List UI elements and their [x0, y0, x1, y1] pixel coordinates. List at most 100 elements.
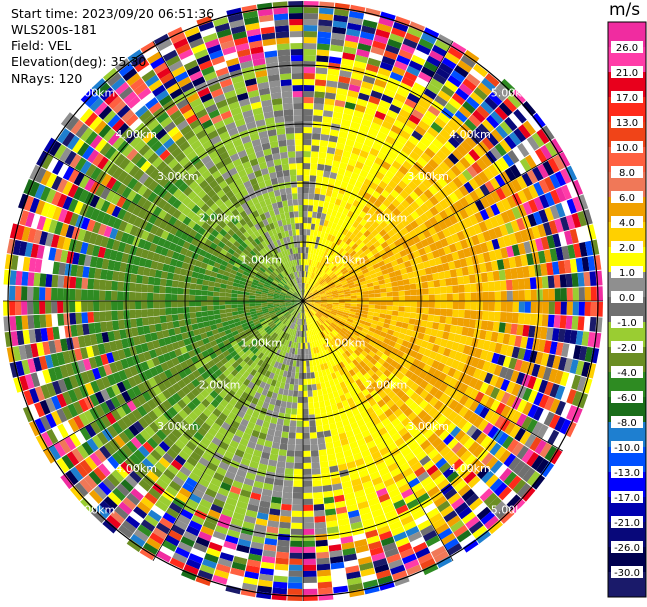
ray-gate [291, 286, 296, 292]
ray-gate [100, 415, 112, 428]
ray-gate [234, 275, 242, 281]
ray-gate [323, 430, 332, 438]
ray-gate [368, 95, 381, 105]
ray-gate [310, 279, 314, 285]
ray-gate [341, 58, 355, 67]
ray-gate [337, 205, 345, 214]
ray-gate [364, 275, 372, 281]
ray-gate [293, 468, 303, 475]
ray-gate [279, 293, 286, 297]
ray-gate [224, 329, 232, 335]
ray-gate [207, 301, 214, 306]
ray-gate [423, 131, 436, 143]
ray-gate [72, 138, 85, 154]
ray-gate [267, 166, 276, 174]
ray-gate [289, 31, 303, 38]
ray-gate [534, 148, 548, 163]
ray-gate [452, 176, 464, 189]
ray-gate [9, 301, 16, 316]
ray-gate [296, 414, 303, 421]
ray-gate [327, 68, 340, 76]
ray-gate [144, 164, 156, 176]
ray-gate [555, 246, 564, 261]
ray-gate [332, 276, 339, 282]
ray-gate [324, 195, 331, 203]
ray-gate [244, 268, 251, 274]
ray-gate [285, 297, 292, 300]
ray-gate [27, 228, 37, 243]
ray-gate [443, 124, 456, 136]
ray-gate [255, 293, 262, 297]
ray-gate [462, 101, 476, 114]
ray-gate [314, 97, 325, 105]
ray-gate [289, 19, 303, 26]
ray-gate [233, 333, 241, 340]
ray-gate [59, 223, 69, 237]
ray-gate [289, 25, 303, 32]
ray-gate [315, 283, 320, 289]
ray-gate [63, 210, 74, 225]
ray-gate [249, 303, 256, 307]
ray-gate [209, 49, 224, 60]
ray-gate [291, 516, 303, 523]
ray-gate [355, 268, 362, 274]
ray-gate [253, 276, 261, 282]
ray-gate [232, 158, 242, 168]
ray-gate [308, 298, 315, 301]
ray-gate [28, 329, 37, 344]
ray-gate [428, 142, 440, 154]
ray-gate [211, 328, 219, 336]
ray-gate [274, 164, 283, 172]
ray-gate [278, 139, 287, 147]
ray-gate [54, 248, 63, 262]
ray-gate [66, 251, 75, 264]
ray-gate [321, 478, 332, 486]
ray-gate [209, 319, 216, 326]
ray-gate [259, 318, 266, 323]
ray-gate [127, 213, 138, 225]
ray-gate [112, 271, 120, 281]
ray-gate [283, 249, 289, 257]
ray-gate [242, 109, 254, 119]
ray-gate [183, 225, 193, 235]
ray-gate [469, 91, 484, 105]
ray-gate [351, 72, 364, 81]
ray-gate [300, 271, 302, 278]
ray-gate [204, 269, 212, 276]
ray-gate [273, 326, 279, 333]
ray-gate [240, 188, 249, 197]
ray-gate [48, 247, 57, 261]
ray-gate [156, 330, 164, 340]
ray-gate [424, 219, 433, 229]
ray-gate [225, 296, 232, 301]
ray-gate [334, 179, 342, 187]
ray-gate [336, 173, 344, 182]
ray-gate [287, 444, 295, 451]
ray-gate [119, 157, 131, 170]
ray-gate [283, 277, 288, 284]
ray-gate [308, 396, 314, 403]
ray-gate [560, 168, 572, 184]
ray-gate [403, 185, 414, 195]
ray-gate [334, 269, 341, 275]
ray-gate [240, 261, 248, 268]
ray-gate [342, 175, 351, 184]
ray-gate [237, 287, 245, 292]
ray-gate [254, 202, 262, 210]
ray-gate [414, 103, 428, 115]
ray-gate [141, 284, 148, 293]
ray-gate [280, 213, 286, 220]
ray-gate [298, 217, 303, 224]
ray-gate [45, 188, 57, 204]
ray-gate [112, 218, 123, 230]
ray-gate [232, 31, 247, 40]
ray-gate [146, 136, 159, 148]
ray-gate [206, 264, 214, 271]
ray-gate [122, 68, 138, 82]
ray-gate [207, 189, 217, 199]
ray-gate [289, 552, 303, 559]
ray-gate [125, 131, 138, 144]
ray-gate [70, 264, 78, 277]
ray-gate [285, 294, 292, 298]
ray-gate [296, 259, 300, 266]
